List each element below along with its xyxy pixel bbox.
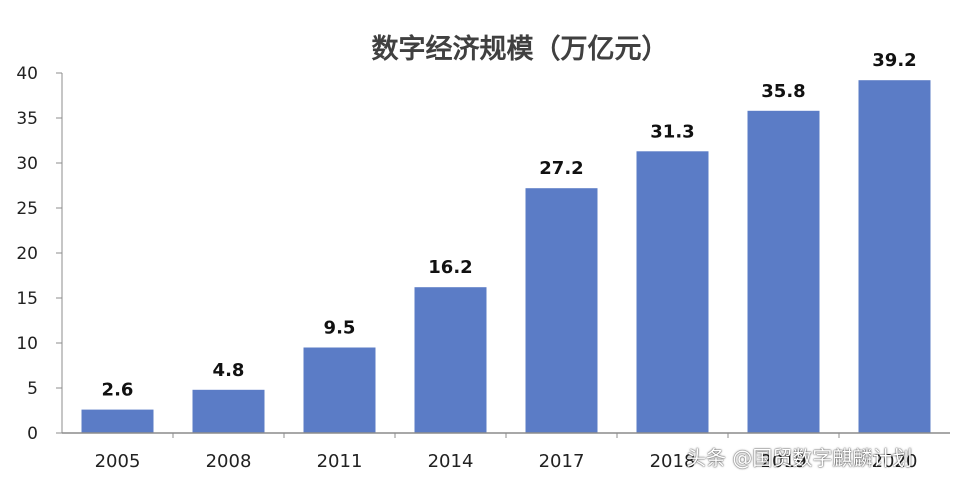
bar-series [81, 80, 931, 434]
data-labels: 2.6 4.8 9.5 16.2 27.2 31.3 35.8 39.2 [102, 50, 917, 400]
y-tick-label: 40 [16, 64, 38, 84]
x-tick-label: 2017 [539, 451, 585, 472]
bar [81, 409, 154, 433]
watermark-text: 头条 @国贸数字麒麟计划 [686, 446, 913, 470]
bar [747, 110, 820, 434]
x-tick-label: 2018 [650, 451, 696, 472]
y-tick-label: 10 [16, 334, 38, 354]
y-tick-label: 30 [16, 154, 38, 174]
y-tick-label: 25 [16, 199, 38, 219]
x-tick-label: 2011 [317, 451, 363, 472]
y-tick-label: 5 [27, 379, 38, 399]
data-label: 4.8 [213, 360, 245, 381]
y-axis: 0 5 10 15 20 25 30 35 40 [16, 64, 63, 444]
x-axis: 2005 2008 2011 2014 2017 2018 2019 2020 [62, 432, 950, 472]
bar [192, 389, 265, 433]
bar [414, 287, 487, 433]
x-tick-label: 2014 [428, 451, 474, 472]
x-tick-label: 2019 [761, 451, 807, 472]
y-tick-label: 35 [16, 109, 38, 129]
data-label: 9.5 [324, 318, 356, 339]
x-tick-label: 2005 [95, 451, 141, 472]
chart-title: 数字经济规模（万亿元） [372, 33, 669, 65]
bar [636, 151, 709, 434]
data-label: 39.2 [872, 50, 916, 71]
x-tick-label: 2020 [872, 451, 918, 472]
watermark: 头条 @国贸数字麒麟计划 [680, 440, 918, 476]
y-tick-label: 20 [16, 244, 38, 264]
data-label: 35.8 [761, 81, 805, 102]
data-label: 16.2 [428, 257, 472, 278]
bar [303, 347, 376, 433]
bar [525, 188, 598, 433]
y-tick-label: 0 [27, 424, 38, 444]
x-tick-label: 2008 [206, 451, 252, 472]
data-label: 27.2 [539, 158, 583, 179]
bar [858, 80, 931, 433]
data-label: 2.6 [102, 380, 134, 401]
y-tick-label: 15 [16, 289, 38, 309]
data-label: 31.3 [650, 121, 694, 142]
